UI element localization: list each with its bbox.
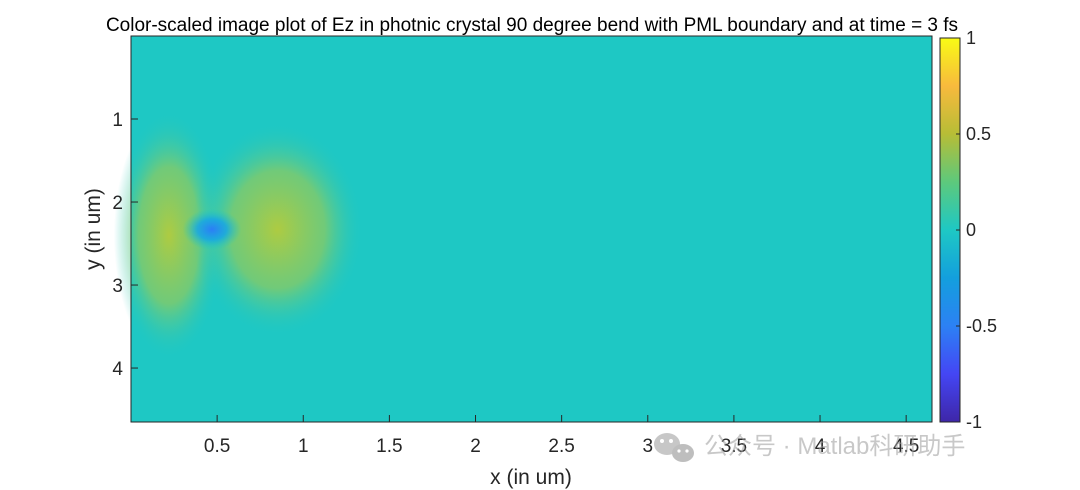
x-axis: 0.5 1 1.5 2 2.5 3 3.5 4 4.5 [204,415,919,457]
colorbar-tick-label: -0.5 [966,316,997,336]
colorbar-tick-label: 0.5 [966,124,991,144]
colorbar-tick-label: 0 [966,220,976,240]
y-tick-label: 4 [112,359,123,380]
plot-frame [130,35,933,423]
x-tick-label: 4.5 [893,436,919,457]
x-tick-label: 2.5 [548,436,574,457]
wechat-icon [654,433,694,462]
x-tick-label: 4 [815,436,826,457]
x-tick-label: 1.5 [376,436,402,457]
field-pulse-positive-left [113,111,225,360]
watermark: 公众号 · Matlab科研助手 [654,433,965,462]
y-axis-label: y (in um) [82,188,105,270]
x-tick-label: 1 [298,436,309,457]
x-axis-label: x (in um) [490,466,572,489]
y-tick-label: 3 [112,276,123,297]
chart-title: Color-scaled image plot of Ez in photnic… [106,15,958,36]
x-tick-label: 0.5 [204,436,230,457]
y-axis: 1 2 3 4 [112,110,138,380]
y-tick-label: 1 [112,110,123,131]
field-features [113,111,364,360]
colorbar-ticks: 1 0.5 0 -0.5 -1 [956,28,997,432]
x-tick-label: 3 [642,436,653,457]
watermark-text: 公众号 · Matlab科研助手 [704,433,965,460]
colorbar-tick-label: -1 [966,412,982,432]
field-pulse-negative-core [182,208,242,251]
field-pulse-positive-right [191,122,364,337]
x-tick-label: 2 [470,436,481,457]
colorbar-tick-label: 1 [966,28,976,48]
y-tick-label: 2 [112,193,123,214]
colorbar: 1 0.5 0 -0.5 -1 [939,28,997,432]
plot-area [113,35,933,423]
x-tick-label: 3.5 [721,436,747,457]
